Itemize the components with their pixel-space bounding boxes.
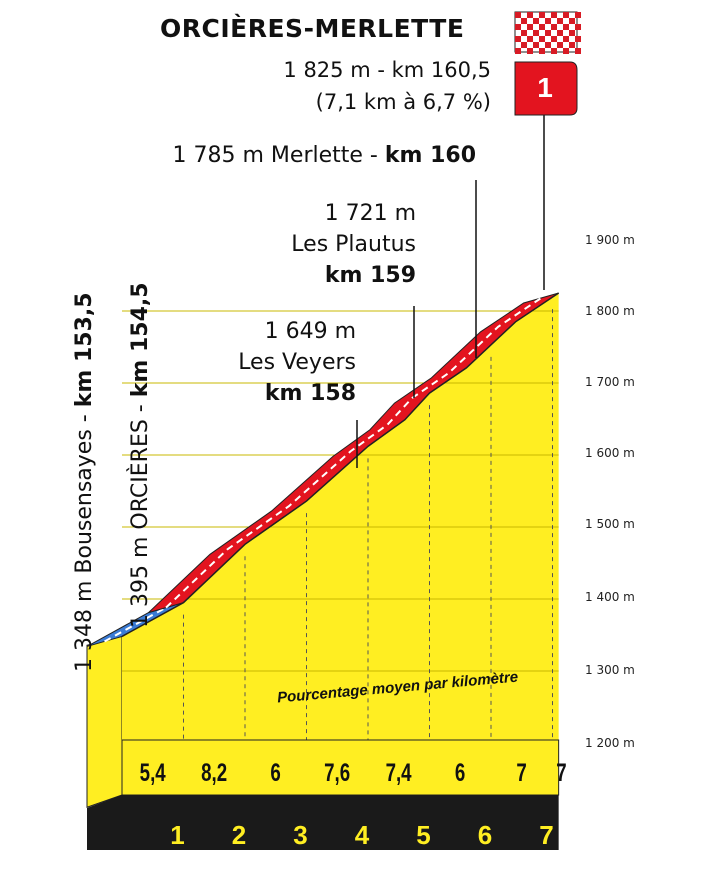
gradient-value-4: 7,6 xyxy=(324,758,350,786)
km-marker-1: 1 xyxy=(170,820,184,850)
gradient-value-3: 6 xyxy=(270,758,280,786)
ytick-1600: 1 600 m xyxy=(585,446,635,460)
gradient-value-7: 7 xyxy=(516,758,526,786)
waypoint-merlette: 1 785 m Merlette - km 160 xyxy=(173,140,476,171)
finish-flag-square xyxy=(527,24,533,30)
km-marker-4: 4 xyxy=(355,820,370,850)
km-marker-2: 2 xyxy=(232,820,246,850)
ytick-1900: 1 900 m xyxy=(585,233,635,247)
profile-area xyxy=(122,293,559,795)
finish-flag-square xyxy=(515,48,521,54)
waypoint-les-plautus: 1 721 m Les Plautus km 159 xyxy=(291,198,416,291)
gradient-value-5: 7,4 xyxy=(386,758,413,786)
finish-flag-square xyxy=(551,24,557,30)
summit-altitude-km: 1 825 m - km 160,5 xyxy=(283,58,491,82)
finish-flag-square xyxy=(533,42,539,48)
finish-flag-square xyxy=(533,18,539,24)
summit-name: ORCIÈRES-MERLETTE xyxy=(160,14,465,43)
km-base-strip xyxy=(87,795,559,850)
ytick-1500: 1 500 m xyxy=(585,517,635,531)
km-marker-3: 3 xyxy=(293,820,307,850)
finish-flag-square xyxy=(557,30,563,36)
finish-flag-square xyxy=(521,30,527,36)
finish-flag-square xyxy=(551,36,557,42)
finish-flag-square xyxy=(569,30,575,36)
finish-flag-square xyxy=(521,42,527,48)
finish-flag-square xyxy=(539,36,545,42)
finish-flag-square xyxy=(563,48,569,54)
ytick-1700: 1 700 m xyxy=(585,375,635,389)
category-badge xyxy=(514,61,578,116)
finish-flag-square xyxy=(545,42,551,48)
finish-flag-square xyxy=(527,48,533,54)
finish-flag-square xyxy=(515,12,521,18)
finish-flag-square xyxy=(557,18,563,24)
ytick-1400: 1 400 m xyxy=(585,590,635,604)
finish-flag-square xyxy=(521,18,527,24)
finish-flag-square xyxy=(527,12,533,18)
finish-flag-square xyxy=(575,12,581,18)
waypoint-les-veyers-alt: 1 649 m xyxy=(264,319,356,344)
gradient-value-2: 8,2 xyxy=(201,758,227,786)
km-marker-7: 7 xyxy=(539,820,553,850)
finish-flag-square xyxy=(539,48,545,54)
finish-flag-square xyxy=(533,30,539,36)
finish-flag-square xyxy=(515,36,521,42)
finish-flag-square xyxy=(557,42,563,48)
waypoint-merlette-km: km 160 xyxy=(384,143,476,168)
gradient-value-8: 7 xyxy=(556,758,566,786)
waypoint-merlette-text: 1 785 m Merlette - xyxy=(172,143,385,168)
profile-ribbon-2-centerline xyxy=(165,297,542,609)
finish-flag-square xyxy=(545,18,551,24)
ytick-1800: 1 800 m xyxy=(585,304,635,318)
finish-flag-square xyxy=(539,24,545,30)
finish-flag-square xyxy=(563,24,569,30)
waypoint-les-veyers-name: Les Veyers xyxy=(238,350,356,375)
start-label-bousensayes-text: 1 348 m Bousensayes - xyxy=(72,407,97,672)
start-label-bousensayes-km: km 153,5 xyxy=(72,292,97,408)
profile-edge xyxy=(121,292,560,638)
ytick-1300: 1 300 m xyxy=(585,663,635,677)
km-marker-6: 6 xyxy=(478,820,492,850)
waypoint-les-plautus-km: km 159 xyxy=(324,263,416,288)
start-label-bousensayes: 1 348 m Bousensayes - km 153,5 xyxy=(72,292,97,672)
finish-flag-square xyxy=(515,24,521,30)
finish-flag-square xyxy=(527,36,533,42)
waypoint-les-plautus-name: Les Plautus xyxy=(291,232,416,257)
finish-flag-square xyxy=(569,18,575,24)
summit-climb-stats: (7,1 km à 6,7 %) xyxy=(315,90,491,114)
finish-flag-square xyxy=(563,36,569,42)
waypoint-les-plautus-alt: 1 721 m xyxy=(324,201,416,226)
finish-flag-square xyxy=(563,12,569,18)
finish-flag-square xyxy=(575,36,581,42)
gradient-value-1: 5,4 xyxy=(140,758,167,786)
category-badge-number: 1 xyxy=(537,72,553,103)
start-label-orcieres-km: km 154,5 xyxy=(128,282,153,398)
start-label-orcieres: 1 395 m ORCIÈRES - km 154,5 xyxy=(128,282,153,628)
gradient-value-6: 6 xyxy=(455,758,465,786)
finish-flag-square xyxy=(551,48,557,54)
finish-flag-square xyxy=(539,12,545,18)
km-marker-5: 5 xyxy=(416,820,430,850)
ytick-1200: 1 200 m xyxy=(585,736,635,750)
waypoint-les-veyers: 1 649 m Les Veyers km 158 xyxy=(238,316,356,409)
finish-flag-square xyxy=(575,48,581,54)
finish-flag-square xyxy=(575,24,581,30)
finish-flag-square xyxy=(551,12,557,18)
start-label-orcieres-text: 1 395 m ORCIÈRES - xyxy=(128,397,153,628)
finish-flag-square xyxy=(545,30,551,36)
waypoint-les-veyers-km: km 158 xyxy=(264,381,356,406)
finish-flag-square xyxy=(569,42,575,48)
